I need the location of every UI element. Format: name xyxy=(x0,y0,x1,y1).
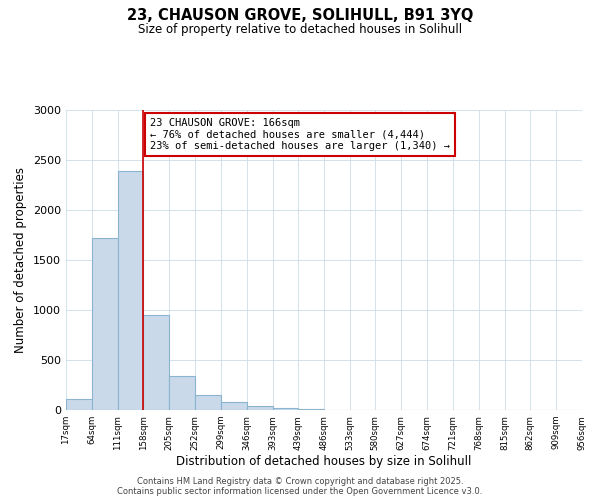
Text: Size of property relative to detached houses in Solihull: Size of property relative to detached ho… xyxy=(138,22,462,36)
Bar xyxy=(195,395,221,410)
Bar xyxy=(298,409,324,410)
Bar xyxy=(143,316,169,410)
Bar xyxy=(66,398,92,410)
Text: Contains public sector information licensed under the Open Government Licence v3: Contains public sector information licen… xyxy=(118,488,482,496)
Bar xyxy=(221,402,247,410)
X-axis label: Distribution of detached houses by size in Solihull: Distribution of detached houses by size … xyxy=(176,456,472,468)
Bar xyxy=(92,238,118,410)
Text: Contains HM Land Registry data © Crown copyright and database right 2025.: Contains HM Land Registry data © Crown c… xyxy=(137,478,463,486)
Bar xyxy=(118,170,143,410)
Bar xyxy=(272,408,298,410)
Y-axis label: Number of detached properties: Number of detached properties xyxy=(14,167,28,353)
Text: 23 CHAUSON GROVE: 166sqm
← 76% of detached houses are smaller (4,444)
23% of sem: 23 CHAUSON GROVE: 166sqm ← 76% of detach… xyxy=(150,118,450,151)
Text: 23, CHAUSON GROVE, SOLIHULL, B91 3YQ: 23, CHAUSON GROVE, SOLIHULL, B91 3YQ xyxy=(127,8,473,22)
Bar xyxy=(247,406,272,410)
Bar xyxy=(169,376,195,410)
